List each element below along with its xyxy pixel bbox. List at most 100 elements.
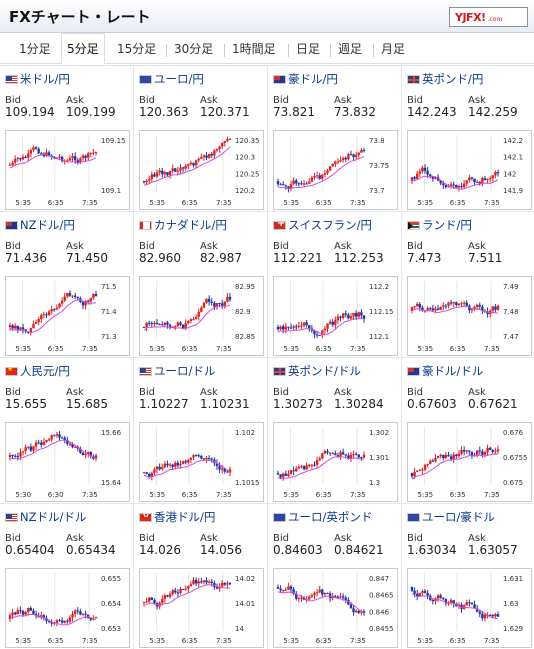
rate-card[interactable]: NZドル/ドル Bid Ask 0.65404 0.65434 0.655 0.654 0.6… [0,504,134,649]
candle-body [32,147,35,151]
candle-body [50,435,53,440]
x-time-label: 6:35 [182,637,198,645]
candle-body [205,457,208,460]
rate-card[interactable]: 英ポンド/円 Bid Ask 142.243 142.259 142.2 142.1 142 1… [402,66,534,212]
candle-body [300,183,303,185]
candle-body [315,592,319,594]
rate-card[interactable]: ユーロ/円 Bid Ask 120.363 120.371 120.35 120.3 120.… [134,66,268,212]
tab-1[interactable]: 5分足 [61,33,105,65]
rate-card[interactable]: カナダドル/円 Bid Ask 82.960 82.987 82.95 82.9 82.85 5… [134,212,268,358]
rate-card[interactable]: 香港ドル/円 Bid Ask 14.026 14.056 14.02 14.01 14 5:35… [134,504,268,649]
rate-card[interactable]: 人民元/円 Bid Ask 15.655 15.685 15.66 15.64 5:30 6:3… [0,358,134,504]
candle-body [207,581,211,583]
pair-name-link[interactable]: スイスフラン/円 [273,217,372,233]
rate-card[interactable]: ランド/円 Bid Ask 7.473 7.511 7.49 7.48 7.47 5:35 6:3… [402,212,534,358]
pair-name-link[interactable]: 英ポンド/円 [407,71,483,87]
pair-name: 香港ドル/円 [154,510,216,524]
mini-chart[interactable]: 82.95 82.9 82.85 5:35 6:35 7:35 [139,276,264,356]
x-time-label: 5:30 [15,491,31,499]
candle-body [416,593,419,597]
tab-3[interactable]: 30分足 [174,42,214,56]
mini-chart[interactable]: 112.2 112.15 112.1 5:35 6:35 7:35 [273,276,398,356]
mini-chart[interactable]: 109.15 109.1 5:35 6:35 7:35 [5,130,130,210]
tab-7[interactable]: 月足 [381,42,406,56]
rate-card[interactable]: 米ドル/円 Bid Ask 109.194 109.199 109.15 109.1 5:35… [0,66,134,212]
candle-body [354,610,358,613]
pair-name-link[interactable]: 豪ドル/円 [273,71,338,87]
mini-chart[interactable]: 7.49 7.48 7.47 5:35 6:35 7:35 [407,276,532,356]
rate-card[interactable]: ユーロ/英ポンド Bid Ask 0.84603 0.84621 0.847 0.8465 0… [268,504,402,649]
pair-name-link[interactable]: NZドル/円 [5,217,75,233]
y-tick-label: 73.7 [369,187,385,195]
candle-body [313,593,316,596]
tab-2[interactable]: 15分足 [117,42,157,56]
candle-body [42,442,46,445]
pair-name-link[interactable]: ユーロ/豪ドル [407,509,495,525]
candle-body [153,322,156,324]
mini-chart[interactable]: 1.302 1.301 1.3 5:35 6:35 7:35 [273,422,398,502]
mini-chart[interactable]: 142.2 142.1 142 141.9 5:35 6:35 7:35 [407,130,532,210]
y-tick-label: 142 [503,170,516,178]
candle-body [496,172,500,174]
rate-card[interactable]: 英ポンド/ドル Bid Ask 1.30273 1.30284 1.302 1.301 1.3… [268,358,402,504]
ask-value: 7.511 [468,251,503,265]
tab-4[interactable]: 1時間足 [232,42,276,56]
pair-name-link[interactable]: ユーロ/ドル [139,363,215,379]
mini-chart[interactable]: 14.02 14.01 14 5:35 6:35 7:35 [139,568,264,648]
pair-name-link[interactable]: 香港ドル/円 [139,509,215,525]
y-tick-label: 1.629 [503,625,523,633]
y-tick-label: 7.49 [503,283,519,291]
rate-card[interactable]: ユーロ/豪ドル Bid Ask 1.63034 1.63057 1.631 1.63 1.62… [402,504,534,649]
mini-chart[interactable]: 15.66 15.64 5:30 6:30 7:35 [5,422,130,502]
candle-body [73,156,77,161]
pair-name-link[interactable]: ランド/円 [407,217,472,233]
candle-body [331,321,334,325]
candle-body [197,311,200,317]
pair-name-link[interactable]: NZドル/ドル [5,509,86,525]
ask-label: Ask [468,95,486,106]
timeframe-tabs: 1分足 5分足 15分足 30分足 1時間足 日足 週足 月足 [0,33,534,65]
pair-name-link[interactable]: ユーロ/英ポンド [273,509,372,525]
candle-body [11,612,14,616]
yjfx-logo[interactable]: YJFX! .com [449,7,528,27]
rate-card[interactable]: 豪ドル/ドル Bid Ask 0.67603 0.67621 0.676 0.6755 0.6… [402,358,534,504]
x-time-label: 7:35 [484,491,500,499]
mini-chart[interactable]: 73.8 73.75 73.7 5:35 6:35 7:35 [273,130,398,210]
pair-name-link[interactable]: 人民元/円 [5,363,70,379]
candle-body [486,179,489,181]
pair-name-link[interactable]: カナダドル/円 [139,217,227,233]
candle-body [276,473,280,475]
bid-label: Bid [273,95,289,106]
pair-name-link[interactable]: ユーロ/円 [139,71,204,87]
x-time-label: 5:35 [283,637,299,645]
candle-body [452,184,455,186]
mini-chart[interactable]: 0.847 0.8465 0.846 0.8455 5:35 6:35 7:35 [273,568,398,648]
rate-card[interactable]: スイスフラン/円BidAsk112.221112.253112.2112.151… [268,212,402,358]
rate-card[interactable]: 豪ドル/円 Bid Ask 73.821 73.832 73.8 73.75 73.7 5:35… [268,66,402,212]
tab-6[interactable]: 週足 [338,42,363,56]
mini-chart[interactable]: 71.5 71.4 71.3 5:35 6:35 7:35 [5,276,130,356]
candle-body [494,614,497,617]
mini-chart[interactable]: 120.35 120.3 120.25 120.2 5:35 6:35 7:35 [139,130,264,210]
rate-card[interactable]: ユーロ/ドル Bid Ask 1.10227 1.10231 1.102 1.1015 5:3… [134,358,268,504]
rate-card[interactable]: NZドル/円 Bid Ask 71.436 71.450 71.5 71.4 71.3 5:35… [0,212,134,358]
mini-chart[interactable]: 1.631 1.63 1.629 5:35 6:35 7:35 [407,568,532,648]
candle-body [179,589,182,594]
mini-chart[interactable]: 0.655 0.654 0.653 5:35 6:35 7:35 [5,568,130,648]
pair-name-link[interactable]: 米ドル/円 [5,71,70,87]
tab-5[interactable]: 日足 [296,42,321,56]
candle-body [413,471,416,477]
candlestick-chart: 14.02 14.01 14 5:35 6:35 7:35 [142,573,255,645]
pair-name-link[interactable]: 英ポンド/ドル [273,363,361,379]
mini-chart[interactable]: 0.676 0.6755 0.675 5:35 6:35 7:35 [407,422,532,502]
y-tick-label: 73.75 [369,162,389,170]
candle-body [310,464,314,466]
candle-body [29,328,33,333]
candle-body [176,322,180,327]
y-tick-label: 142.1 [503,154,523,162]
pair-name-link[interactable]: 豪ドル/ドル [407,363,483,379]
candle-body [55,157,59,159]
mini-chart[interactable]: 1.102 1.1015 5:35 6:35 7:35 [139,422,264,502]
x-time-label: 7:35 [484,345,500,353]
tab-0[interactable]: 1分足 [19,42,51,56]
